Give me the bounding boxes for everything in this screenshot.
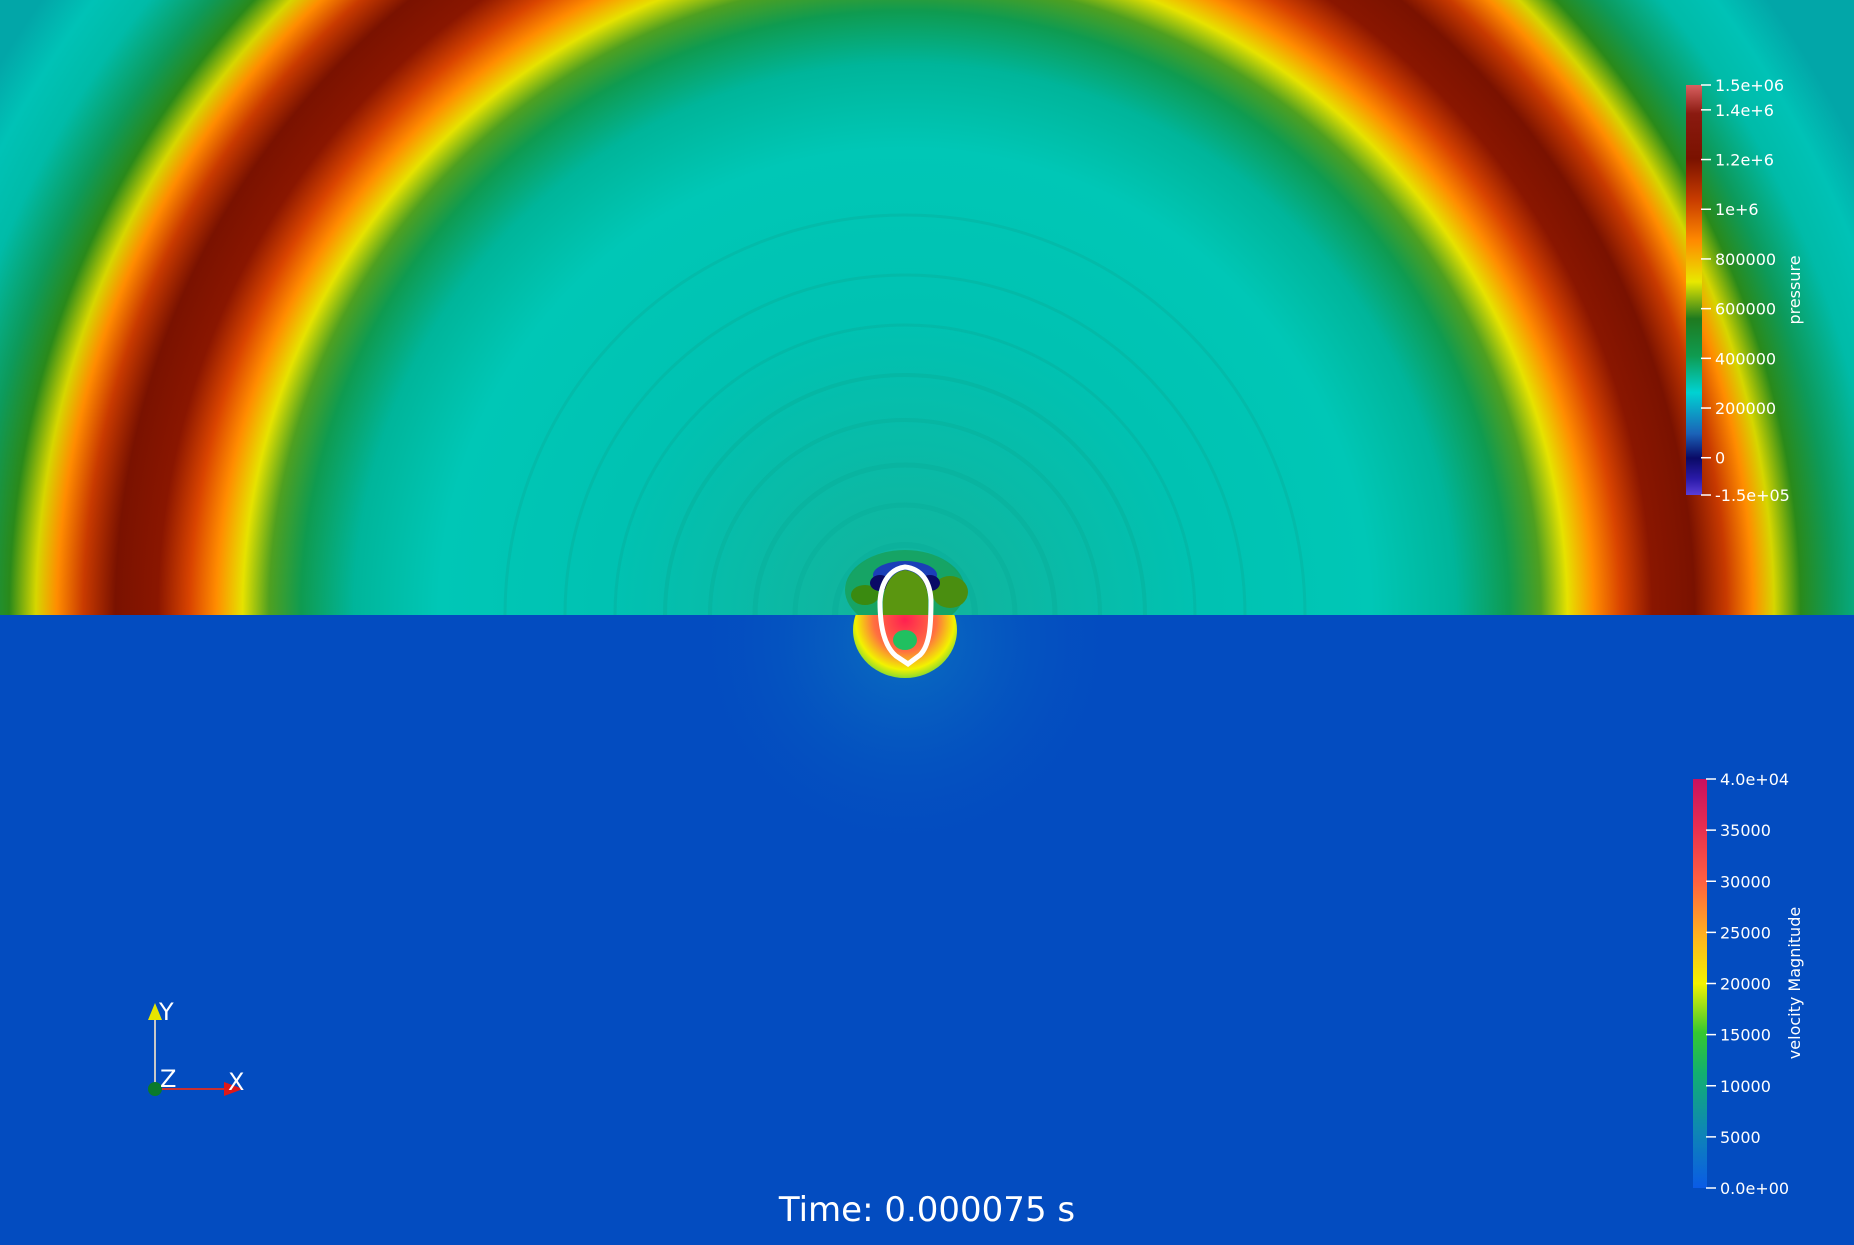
- colorbar-tick-label: 5000: [1720, 1128, 1761, 1147]
- colorbar-tick-label: 30000: [1720, 872, 1771, 891]
- colorbar-tick-label: 1e+6: [1715, 200, 1759, 219]
- colorbar-tick-label: 400000: [1715, 349, 1776, 368]
- velocity-bar-title: velocity Magnitude: [1785, 907, 1804, 1059]
- colorbar-tick-label: 800000: [1715, 250, 1776, 269]
- colorbar-tick-label: 1.2e+6: [1715, 151, 1774, 170]
- bubble-upper-fill: [883, 570, 928, 615]
- pressure-tick-group: 1.5e+06 1.4e+6 1.2e+6 1e+6 800000 600000 40000…: [1701, 76, 1790, 505]
- colorbar-tick-label: 600000: [1715, 300, 1776, 319]
- bubble-interface-contour: [877, 564, 934, 668]
- colorbar-tick-label: 25000: [1720, 923, 1771, 942]
- colorbar-tick-label: 15000: [1720, 1026, 1771, 1045]
- velocity-tick-group: 4.0e+04 35000 30000 25000 20000 15000 10000 500…: [1706, 770, 1789, 1198]
- colorbar-tick-label: 0.0e+00: [1720, 1179, 1789, 1198]
- colorbar-tick-label: 20000: [1720, 975, 1771, 994]
- x-axis-arrow: [224, 1082, 243, 1096]
- z-axis-label: Z: [160, 1065, 176, 1093]
- colorbar-tick-label: 1.4e+6: [1715, 101, 1774, 120]
- orientation-axes-widget: Y Z X: [148, 998, 244, 1096]
- colorbar-tick-label: 4.0e+04: [1720, 770, 1789, 789]
- time-annotation: Time: 0.000075 s: [778, 1190, 1076, 1230]
- x-axis-label: X: [228, 1068, 244, 1096]
- colorbar-tick-label: -1.5e+05: [1715, 486, 1790, 505]
- pressure-field: [0, 0, 1854, 615]
- colorbar-tick-label: 200000: [1715, 399, 1776, 418]
- colorbar-tick-label: 10000: [1720, 1077, 1771, 1096]
- colorbar-tick-label: 1.5e+06: [1715, 76, 1784, 95]
- colorbar-tick-label: 35000: [1720, 821, 1771, 840]
- y-axis-arrow: [148, 1003, 162, 1020]
- velocity-field: [0, 615, 1854, 1245]
- velocity-color-bar: 4.0e+04 35000 30000 25000 20000 15000 10000 500…: [1693, 770, 1804, 1198]
- z-axis-marker: [148, 1082, 162, 1096]
- pressure-ripples: [503, 213, 1307, 615]
- colorbar-tick-label: 0: [1715, 449, 1725, 468]
- pressure-bar-title: pressure: [1785, 255, 1804, 324]
- pressure-color-bar: 1.5e+06 1.4e+6 1.2e+6 1e+6 800000 600000 40000…: [1686, 76, 1804, 505]
- y-axis-label: Y: [158, 998, 174, 1026]
